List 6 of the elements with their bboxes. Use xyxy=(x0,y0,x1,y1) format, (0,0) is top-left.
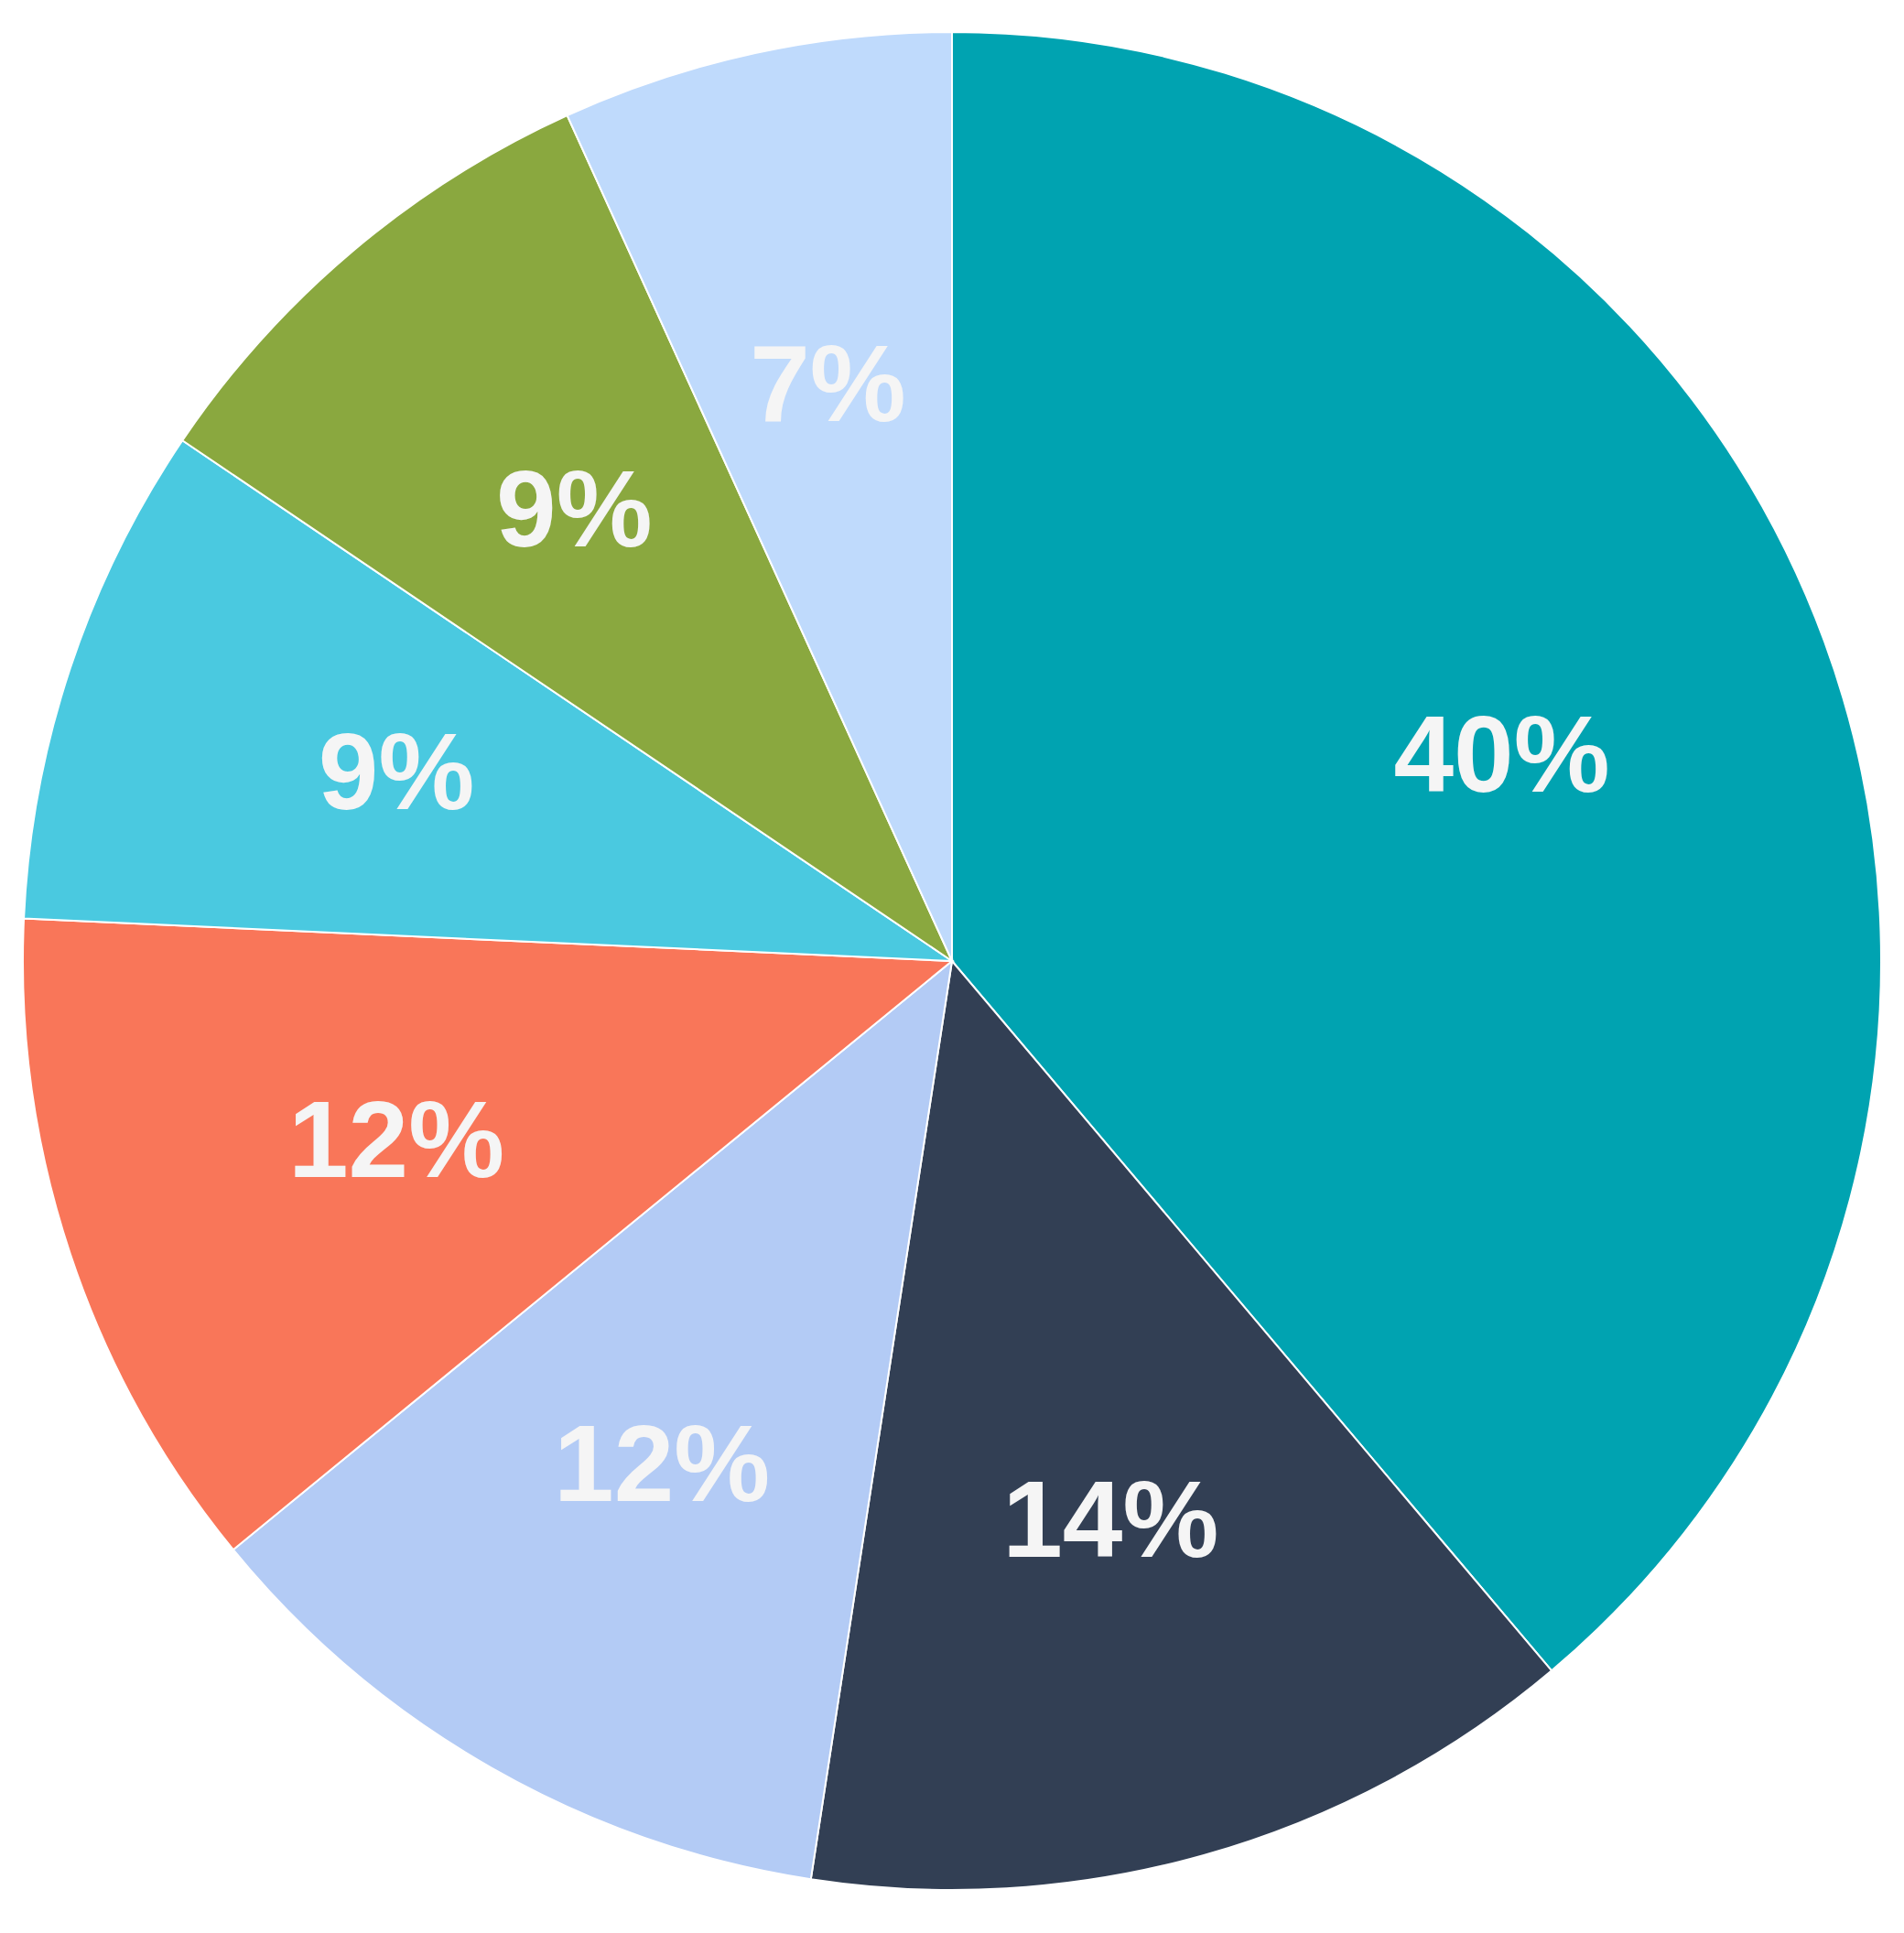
data-label: 9% xyxy=(318,710,475,832)
data-label: 9% xyxy=(496,448,653,569)
data-label: 14% xyxy=(1002,1458,1219,1580)
data-label: 12% xyxy=(287,1079,505,1201)
data-label: 12% xyxy=(554,1403,771,1525)
data-label: 40% xyxy=(1393,694,1610,815)
